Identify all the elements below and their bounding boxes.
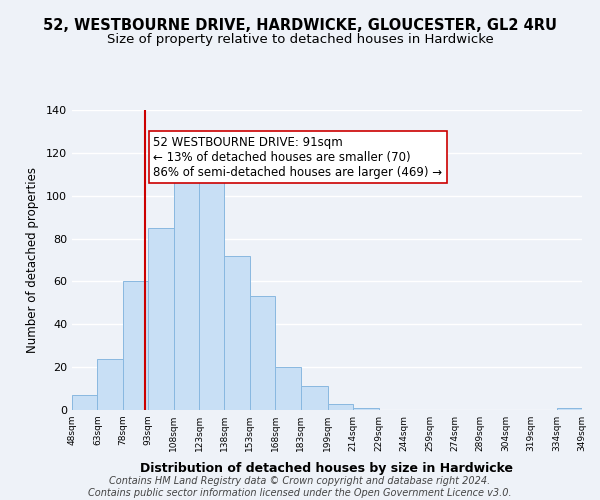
Text: Contains HM Land Registry data © Crown copyright and database right 2024.
Contai: Contains HM Land Registry data © Crown c… (88, 476, 512, 498)
Bar (328, 404, 353, 410)
Y-axis label: Number of detached properties: Number of detached properties (26, 167, 39, 353)
Text: 52 WESTBOURNE DRIVE: 91sqm
← 13% of detached houses are smaller (70)
86% of semi: 52 WESTBOURNE DRIVE: 91sqm ← 13% of deta… (154, 136, 442, 178)
Bar (148, 228, 173, 410)
X-axis label: Distribution of detached houses by size in Hardwicke: Distribution of detached houses by size … (140, 462, 514, 475)
Bar (199, 178, 224, 410)
Bar (301, 386, 328, 410)
Text: 52, WESTBOURNE DRIVE, HARDWICKE, GLOUCESTER, GL2 4RU: 52, WESTBOURNE DRIVE, HARDWICKE, GLOUCES… (43, 18, 557, 32)
Bar (123, 282, 148, 410)
Bar (224, 256, 250, 410)
Bar (275, 367, 301, 410)
Bar (72, 395, 97, 410)
Bar (353, 408, 379, 410)
Bar (97, 358, 123, 410)
Bar (250, 296, 275, 410)
Bar (173, 180, 199, 410)
Text: Size of property relative to detached houses in Hardwicke: Size of property relative to detached ho… (107, 32, 493, 46)
Bar (557, 408, 582, 410)
